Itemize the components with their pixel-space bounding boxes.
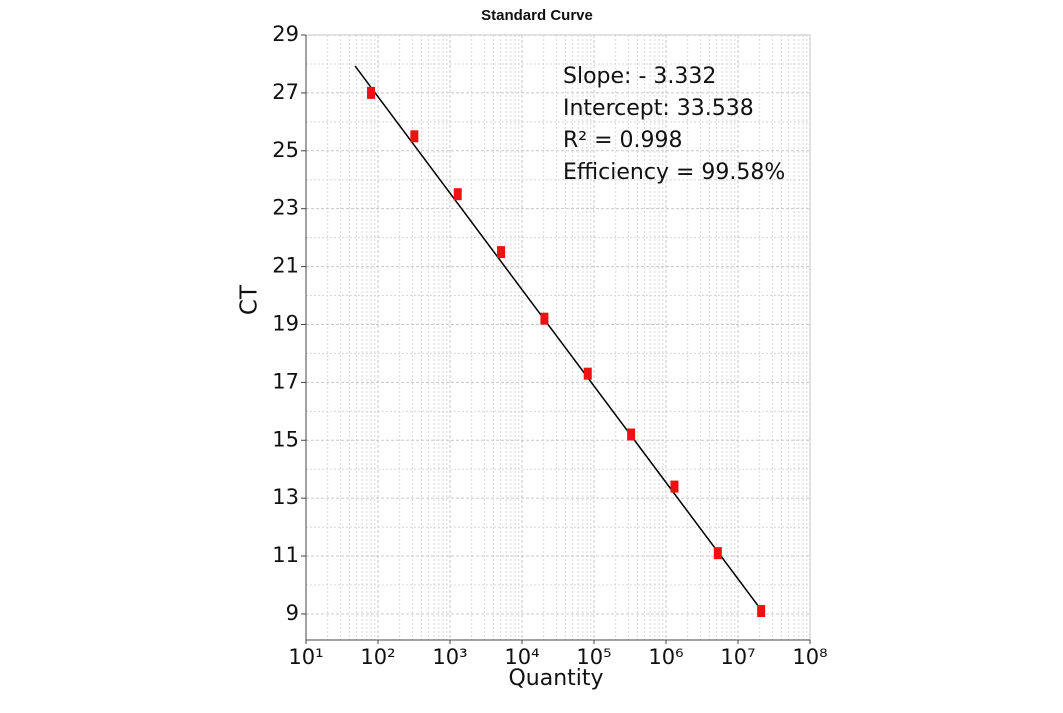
y-tick-label: 9 (286, 601, 299, 625)
y-tick-label: 11 (272, 543, 299, 567)
y-tick-label: 19 (272, 311, 299, 335)
data-point (540, 312, 549, 325)
x-tick-label: 10⁶ (648, 645, 683, 669)
fit-line (354, 65, 764, 613)
y-axis-label: CT (237, 284, 263, 315)
y-tick-label: 27 (272, 80, 299, 104)
data-point (757, 605, 766, 618)
y-tick-label: 23 (272, 196, 299, 220)
data-point (583, 367, 592, 380)
data-point (670, 480, 679, 493)
x-axis-label: Quantity (508, 666, 603, 691)
annotation: Intercept: 33.538 (563, 96, 754, 121)
x-tick-label: 10¹ (288, 645, 323, 669)
annotation: R² = 0.998 (563, 128, 683, 153)
data-point (453, 188, 462, 201)
y-tick-label: 29 (272, 22, 299, 46)
chart-title: Standard Curve (481, 7, 593, 24)
y-tick-label: 21 (272, 254, 299, 278)
y-tick-label: 13 (272, 485, 299, 509)
data-point (410, 130, 419, 143)
annotation: Efficiency = 99.58% (563, 160, 785, 185)
y-tick-label: 15 (272, 427, 299, 451)
x-tick-label: 10² (360, 645, 395, 669)
annotation: Slope: - 3.332 (563, 64, 716, 89)
x-tick-label: 10⁴ (504, 645, 539, 669)
data-point (497, 246, 506, 259)
y-tick-label: 25 (272, 138, 299, 162)
x-tick-label: 10⁷ (720, 645, 755, 669)
data-point (713, 547, 722, 560)
x-tick-label: 10³ (432, 645, 467, 669)
y-tick-label: 17 (272, 369, 299, 393)
data-point (627, 428, 636, 441)
x-tick-label: 10⁸ (792, 645, 827, 669)
x-tick-label: 10⁵ (576, 645, 611, 669)
data-point (367, 86, 376, 99)
